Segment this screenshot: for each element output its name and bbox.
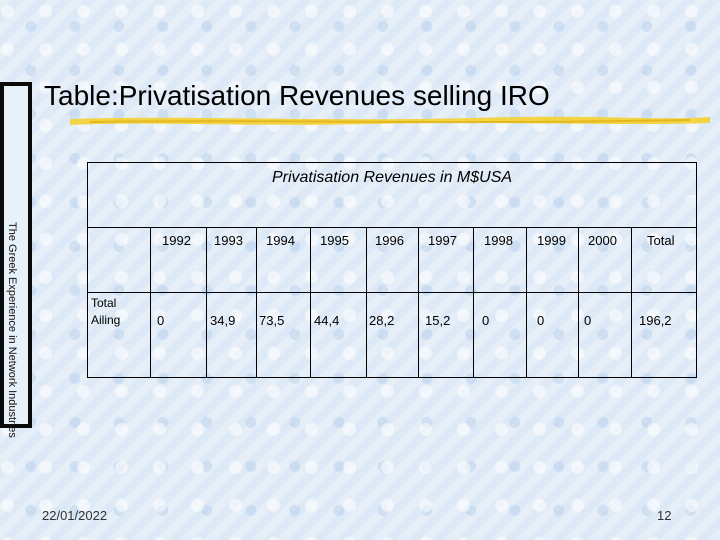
- column-header-1996: 1996: [375, 233, 404, 248]
- title-underline: [70, 116, 710, 125]
- side-bar-panel: [4, 86, 28, 424]
- cell-1995: 44,4: [314, 313, 340, 328]
- column-divider: [206, 227, 207, 377]
- column-divider: [473, 227, 474, 377]
- revenues-table: Privatisation Revenues in M$USA 1992 199…: [87, 162, 697, 378]
- column-header-1993: 1993: [214, 233, 243, 248]
- column-divider: [366, 227, 367, 377]
- cell-total: 196,2: [639, 313, 672, 328]
- column-divider: [256, 227, 257, 377]
- column-divider: [526, 227, 527, 377]
- row-divider: [88, 292, 696, 293]
- cell-1994: 73,5: [259, 313, 285, 328]
- row-label: Total Ailing: [91, 295, 120, 329]
- column-header-1997: 1997: [428, 233, 457, 248]
- column-header-1992: 1992: [162, 233, 191, 248]
- slide-side-bar: The Greek Experience in Network Industri…: [0, 82, 32, 438]
- slide-page-number: 12: [657, 508, 672, 523]
- column-header-total: Total: [647, 233, 675, 248]
- side-label: The Greek Experience in Network Industri…: [6, 222, 18, 438]
- column-header-2000: 2000: [588, 233, 617, 248]
- column-header-1995: 1995: [320, 233, 349, 248]
- slide-title: Table:Privatisation Revenues selling IRO: [44, 80, 550, 111]
- cell-2000: 0: [584, 313, 592, 328]
- row-label-line: Ailing: [91, 313, 121, 327]
- column-header-1994: 1994: [266, 233, 295, 248]
- cell-1998: 0: [482, 313, 490, 328]
- table-caption: Privatisation Revenues in M$USA: [271, 169, 513, 186]
- cell-1999: 0: [537, 313, 545, 328]
- column-header-1998: 1998: [484, 233, 513, 248]
- header-divider: [88, 227, 696, 228]
- column-divider: [310, 227, 311, 377]
- cell-1996: 28,2: [369, 313, 395, 328]
- column-divider: [631, 227, 632, 377]
- column-divider: [150, 227, 151, 377]
- row-label-line: Total: [91, 296, 117, 310]
- column-header-1999: 1999: [537, 233, 566, 248]
- column-divider: [418, 227, 419, 377]
- slide-date: 22/01/2022: [42, 508, 108, 523]
- column-divider: [578, 227, 579, 377]
- cell-1992: 0: [157, 313, 165, 328]
- cell-1993: 34,9: [210, 313, 236, 328]
- cell-1997: 15,2: [425, 313, 451, 328]
